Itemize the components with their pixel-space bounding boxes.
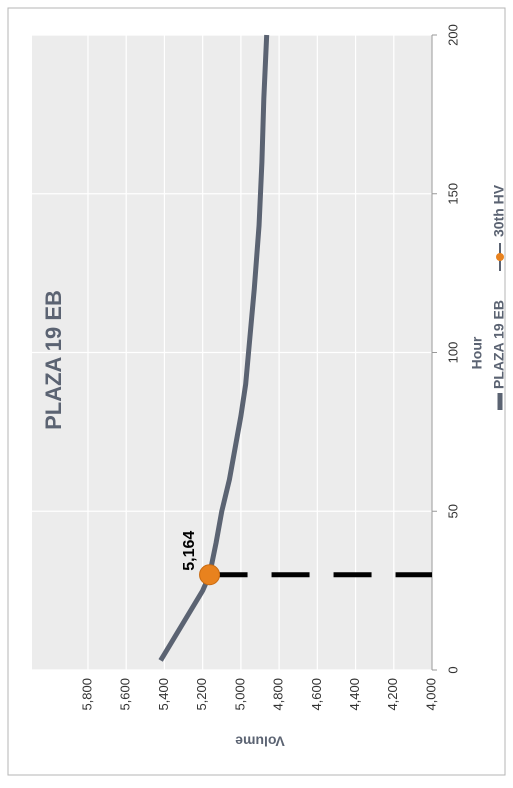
x-axis-label: Hour	[469, 336, 485, 369]
y-axis-label: Volume	[235, 733, 285, 749]
x-tick-label: 100	[445, 342, 460, 364]
marker	[199, 564, 221, 586]
y-tick-label: 4,000	[423, 678, 438, 711]
x-tick-label: 200	[445, 24, 460, 46]
y-tick-label: 5,400	[156, 678, 171, 711]
y-tick-label: 4,200	[385, 678, 400, 711]
data-label: 5,164	[181, 531, 198, 571]
y-tick-label: 4,800	[271, 678, 286, 711]
y-tick-label: 5,200	[194, 678, 209, 711]
legend-label: 30th HV	[491, 184, 507, 237]
legend-label: PLAZA 19 EB	[491, 300, 507, 389]
y-tick-label: 4,600	[309, 678, 324, 711]
x-tick-label: 50	[445, 504, 460, 518]
y-tick-label: 5,600	[118, 678, 133, 711]
data-line	[158, 34, 270, 662]
x-tick-label: 0	[445, 666, 460, 673]
y-tick-label: 4,400	[347, 678, 362, 711]
legend-marker	[496, 253, 504, 261]
chart-title: PLAZA 19 EB	[41, 290, 66, 430]
y-tick-label: 5,000	[232, 678, 247, 711]
x-tick-label: 150	[445, 183, 460, 205]
y-tick-label: 5,800	[79, 678, 94, 711]
rotated-chart: PLAZA 19 EB Hour Volume 4,000 4,200 4,400 4…	[32, 24, 507, 749]
